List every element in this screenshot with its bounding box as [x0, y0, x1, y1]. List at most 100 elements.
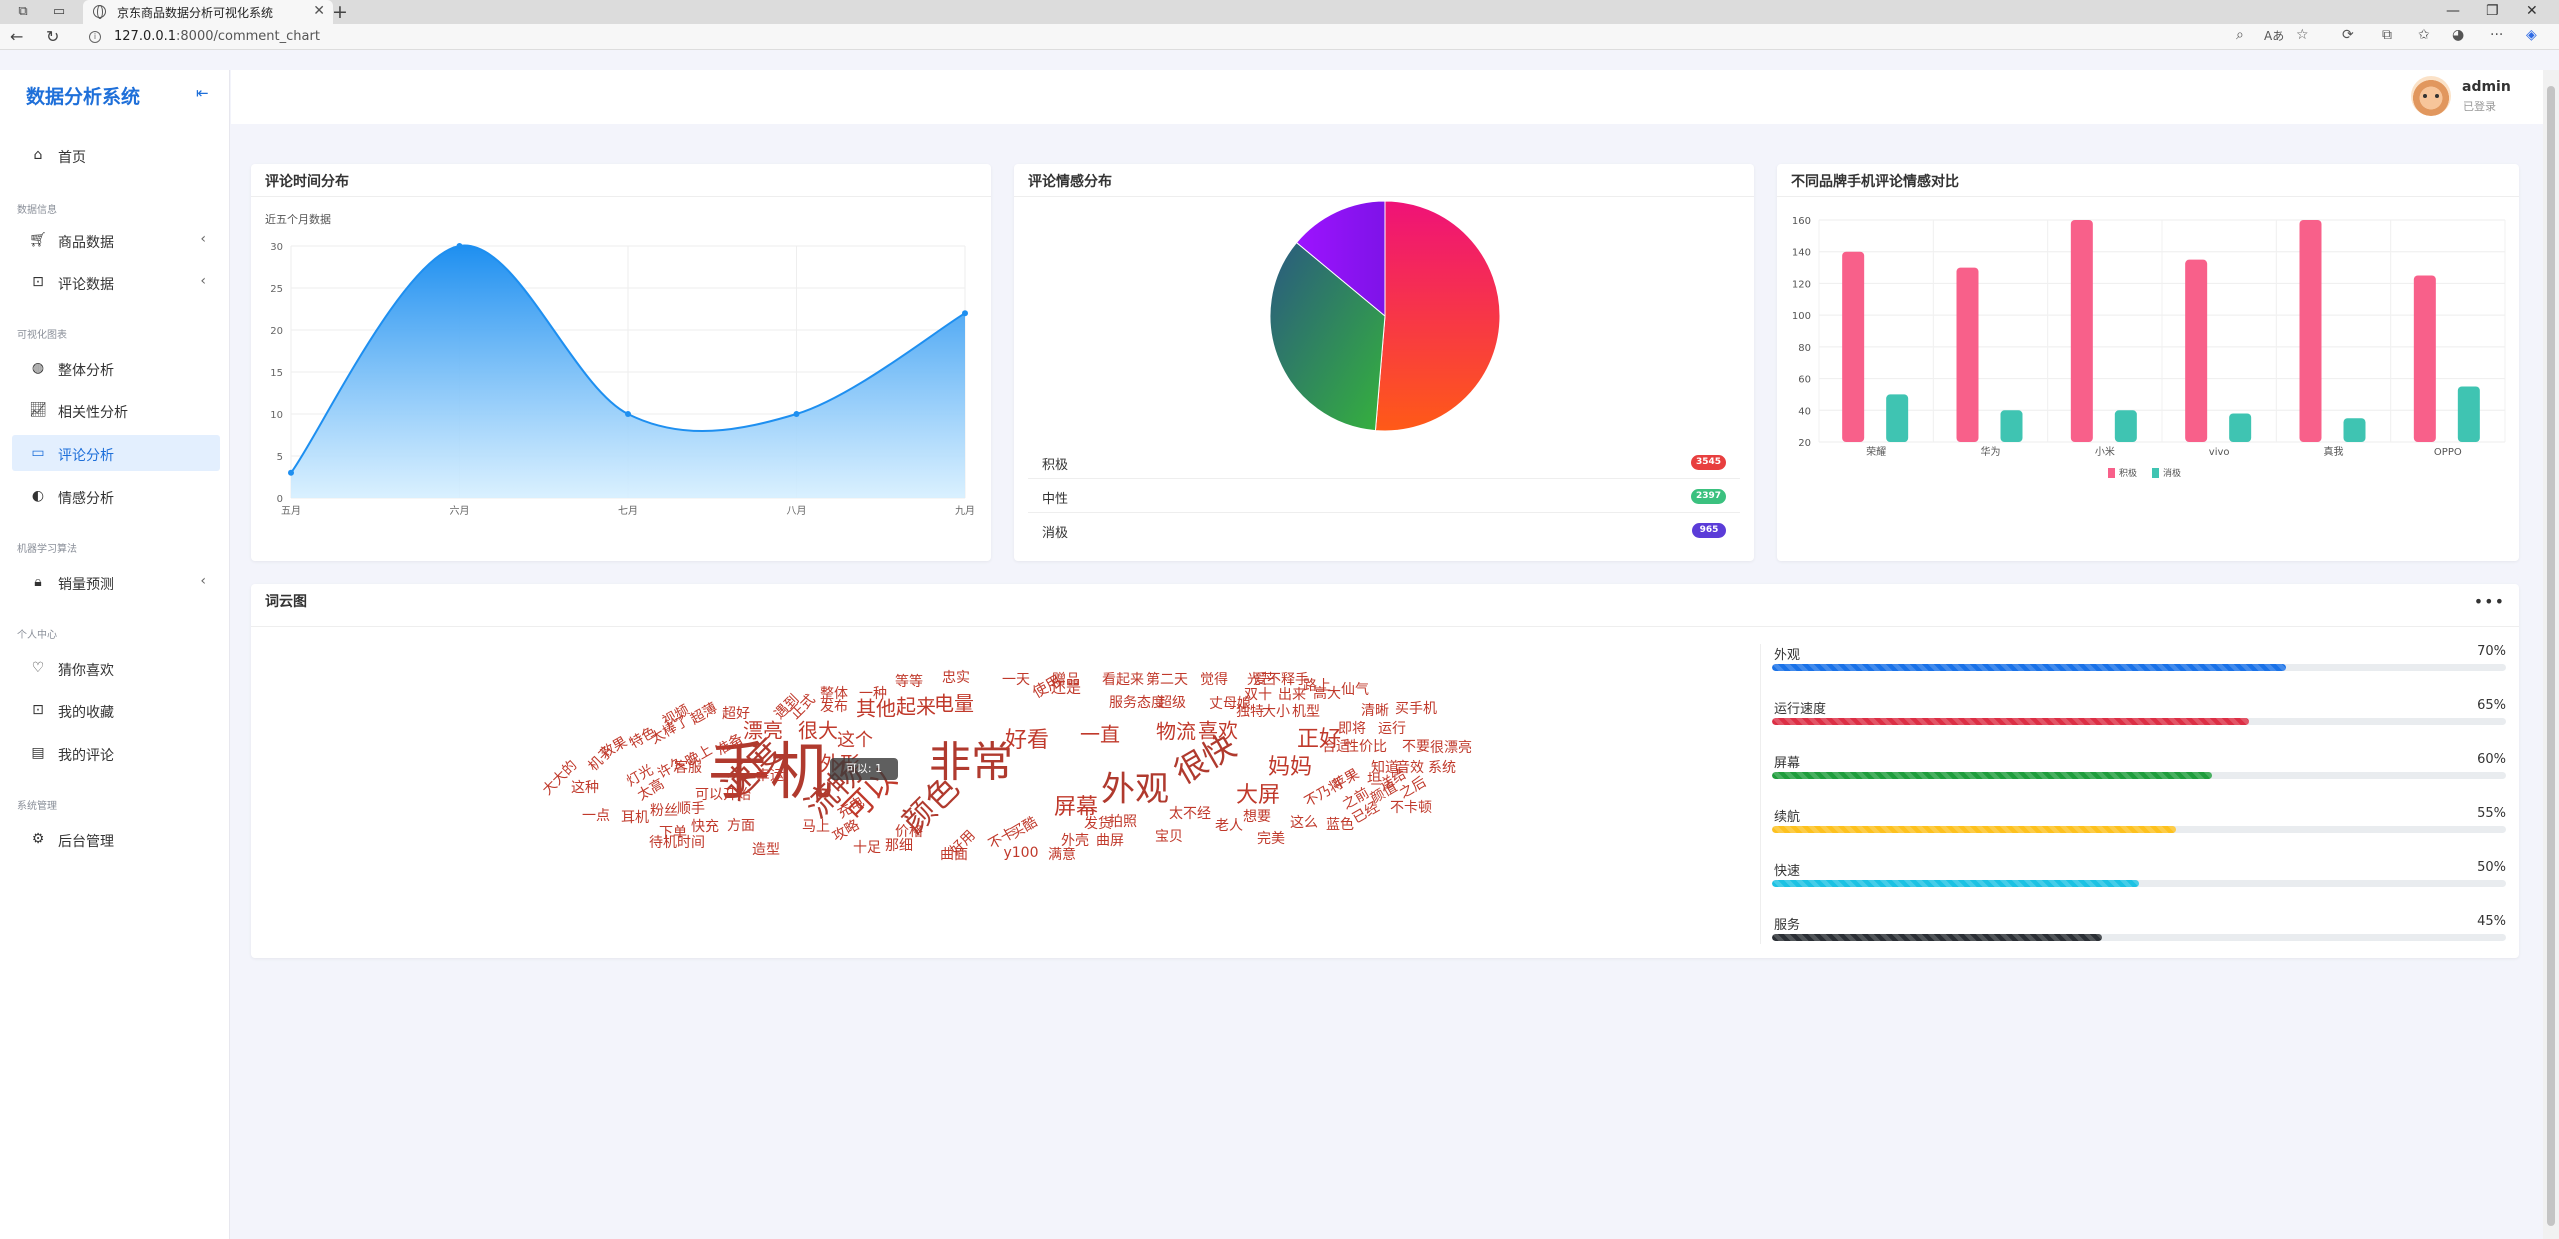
- sidebar-item-home[interactable]: ⌂ 首页: [12, 137, 220, 173]
- cloud-word: 这种: [571, 779, 599, 796]
- minimize-icon[interactable]: —: [2446, 3, 2460, 19]
- card-title: 评论情感分布: [1028, 174, 1112, 190]
- restore-icon[interactable]: ❐: [2486, 3, 2499, 19]
- tab-close-icon[interactable]: ✕: [313, 3, 325, 19]
- aspect-label: 服务: [1774, 918, 1801, 933]
- sidebar: 数据分析系统 ⇤ ⌂ 首页 数据信息 🛒︎ 商品数据 ‹ ⊡ 评论数据 ‹ 可视…: [0, 70, 230, 1239]
- cloud-word: 不要: [1402, 739, 1430, 755]
- x-tick-label: 八月: [787, 505, 807, 517]
- sidebar-item-favorites[interactable]: ⊡ 我的收藏: [12, 692, 220, 728]
- cloud-word: 曲屏: [1096, 833, 1124, 849]
- split-screen-icon[interactable]: ⧉: [2382, 27, 2392, 43]
- cloud-word: 音效: [1396, 759, 1424, 776]
- sidebar-item-admin[interactable]: ⚙ 后台管理: [12, 821, 220, 857]
- user-name[interactable]: admin: [2462, 79, 2511, 95]
- back-icon[interactable]: ←: [10, 27, 24, 46]
- reload-icon[interactable]: ↻: [46, 27, 60, 46]
- chat-icon: ▭: [31, 445, 45, 461]
- aspect-progress-item: 服务 45%: [1772, 914, 2506, 958]
- cloud-word: 方面: [727, 818, 755, 834]
- cloud-word: 出来: [1278, 687, 1306, 703]
- lock-icon: 🔒︎: [34, 574, 42, 590]
- cloud-word: 看起来: [1102, 672, 1144, 688]
- sentiment-row-neutral: 中性 2397: [1028, 479, 1740, 513]
- y-tick-label: 120: [1792, 279, 1811, 290]
- extension-icon[interactable]: ◕: [2452, 27, 2465, 43]
- sentiment-row-positive: 积极 3545: [1028, 445, 1740, 479]
- copilot-icon[interactable]: ◈: [2526, 27, 2537, 43]
- cloud-word: 还是: [1051, 679, 1081, 697]
- avatar[interactable]: [2411, 76, 2451, 116]
- section-label-ml: 机器学习算法: [17, 544, 77, 555]
- browser-tab[interactable]: 京东商品数据分析可视化系统 ✕: [83, 0, 333, 24]
- sidebar-item-sentiment[interactable]: ◐ 情感分析: [12, 478, 220, 514]
- bar: [2000, 410, 2023, 442]
- new-tab-icon[interactable]: +: [332, 1, 348, 23]
- sidebar-item-correlation[interactable]: 📈︎ 相关性分析: [12, 392, 220, 428]
- favorite-star-icon[interactable]: ☆: [2296, 27, 2309, 43]
- data-point: [793, 411, 800, 417]
- cloud-word: 买酷: [1008, 814, 1040, 842]
- more-options-icon[interactable]: •••: [2473, 592, 2505, 611]
- bar: [1842, 251, 1865, 442]
- aspect-percent: 65%: [2477, 698, 2506, 713]
- bar: [1886, 394, 1909, 442]
- sidebar-item-label: 我的评论: [58, 748, 114, 764]
- time-distribution-card: 评论时间分布 近五个月数据 0 5 10 15 20 25 30 五月 六月 七月 八月 九月: [251, 164, 991, 561]
- user-status: 已登录: [2463, 100, 2496, 113]
- progress-track: [1772, 664, 2506, 671]
- close-window-icon[interactable]: ✕: [2526, 3, 2538, 19]
- legend-swatch: [2152, 468, 2159, 478]
- cloud-word: 客服: [674, 759, 702, 776]
- workspaces-icon[interactable]: ⧉: [18, 4, 28, 19]
- cloud-word: 路上: [1303, 678, 1331, 694]
- chart-subtitle: 近五个月数据: [265, 212, 331, 226]
- progress-track: [1772, 934, 2506, 941]
- progress-track: [1772, 880, 2506, 887]
- x-tick-label: 九月: [955, 505, 975, 517]
- cloud-word: 外观: [1101, 770, 1169, 810]
- refresh-page-icon[interactable]: ⟳: [2342, 27, 2354, 43]
- progress-fill: [1772, 664, 2286, 671]
- sidebar-item-sales-forecast[interactable]: 🔒︎ 销量预测 ‹: [12, 564, 220, 600]
- pie-slice: [1269, 241, 1386, 432]
- site-info-icon[interactable]: i: [89, 31, 101, 43]
- favorites-icon[interactable]: ✩: [2418, 27, 2430, 43]
- cloud-word: 发布: [820, 699, 848, 715]
- page-scrollbar[interactable]: [2543, 70, 2559, 1239]
- scrollbar-thumb[interactable]: [2547, 86, 2555, 1226]
- data-point: [288, 469, 294, 476]
- more-menu-icon[interactable]: ···: [2490, 27, 2504, 43]
- collapse-sidebar-icon[interactable]: ⇤: [196, 84, 209, 102]
- time-area-chart[interactable]: 近五个月数据 0 5 10 15 20 25 30 五月 六月 七月 八月 九月: [251, 200, 991, 560]
- cloud-word: 这个: [837, 730, 873, 751]
- x-tick-label: vivo: [2209, 447, 2230, 458]
- legend-swatch: [2108, 468, 2115, 478]
- sidebar-item-overall[interactable]: ◍ 整体分析: [12, 350, 220, 386]
- brand-bar-chart[interactable]: 20 40 60 80 100 120 140 160 荣耀 华为 小米 vivo 真我 OPPO 积极 消极: [1777, 200, 2519, 560]
- read-aloud-icon[interactable]: Aあ: [2264, 29, 2285, 43]
- url-field[interactable]: 127.0.0.1:8000/comment_chart: [114, 29, 320, 44]
- cloud-word: 造型: [752, 842, 780, 858]
- zoom-icon[interactable]: ⌕: [2236, 27, 2244, 43]
- pie-slice: [1295, 200, 1386, 318]
- sidebar-item-comment-analysis[interactable]: ▭ 评论分析: [12, 435, 220, 471]
- y-tick-label: 0: [277, 494, 283, 505]
- home-icon: ⌂: [33, 147, 43, 163]
- tab-actions-icon[interactable]: ▭: [52, 4, 66, 19]
- sidebar-item-goods-data[interactable]: 🛒︎ 商品数据 ‹: [12, 222, 220, 258]
- aspect-percent: 70%: [2477, 644, 2506, 659]
- sidebar-item-my-comments[interactable]: ▤ 我的评论: [12, 735, 220, 771]
- y-tick-label: 140: [1792, 248, 1811, 259]
- sidebar-item-guess-like[interactable]: ♡ 猜你喜欢: [12, 650, 220, 686]
- cloud-word: 完美: [1257, 831, 1285, 847]
- sidebar-item-label: 情感分析: [58, 491, 114, 507]
- cloud-word: 起来: [896, 695, 936, 719]
- progress-track: [1772, 772, 2506, 779]
- cloud-word: 不卡顿: [1390, 800, 1432, 816]
- cloud-word: 屏幕: [1054, 795, 1098, 820]
- sentiment-pie-chart[interactable]: [1014, 200, 1754, 446]
- sidebar-item-comment-data[interactable]: ⊡ 评论数据 ‹: [12, 264, 220, 300]
- cloud-word: 一天: [1002, 672, 1030, 688]
